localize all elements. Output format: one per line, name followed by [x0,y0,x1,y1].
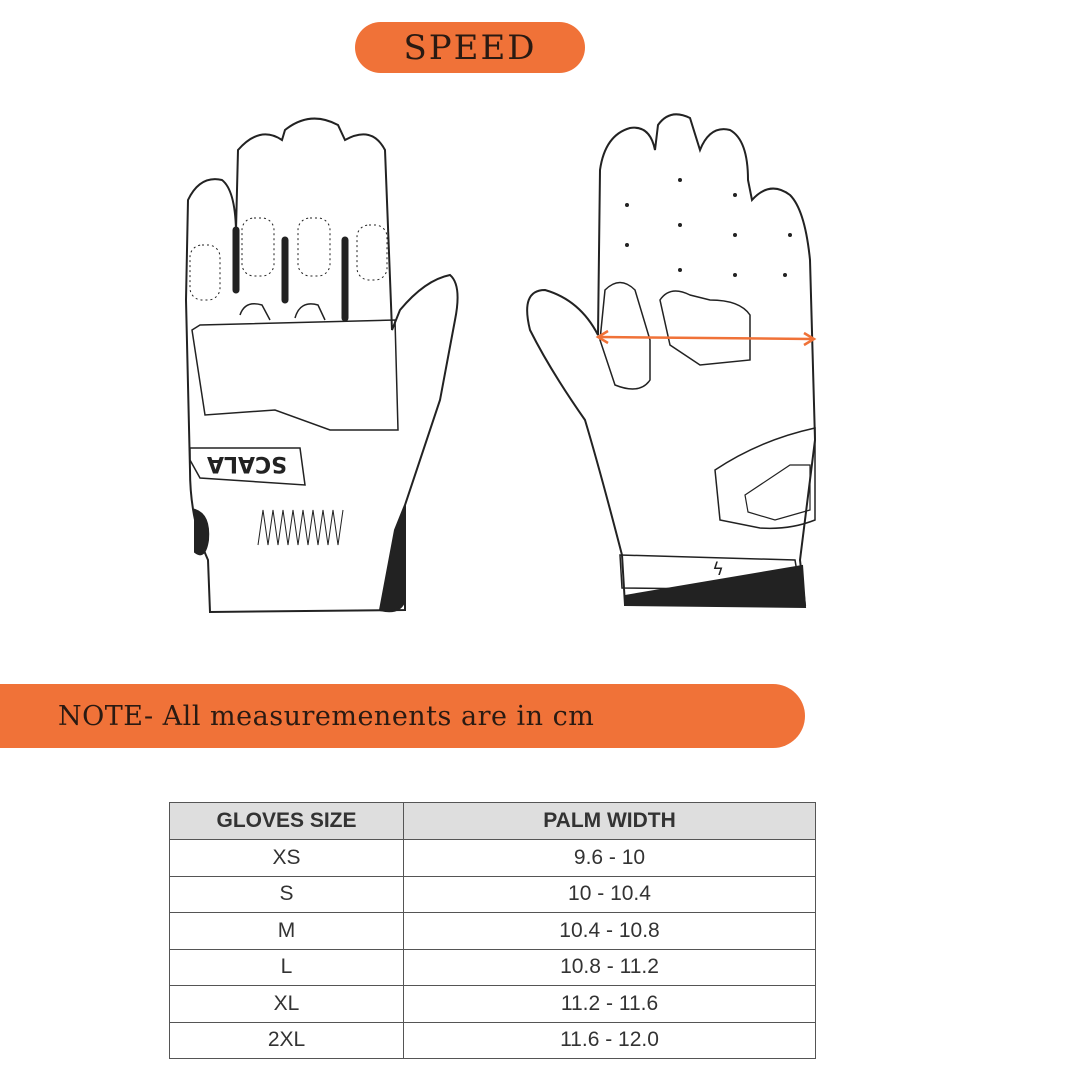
size-cell: S [169,875,404,913]
table-row: S 10 - 10.4 [169,875,816,913]
note-text: NOTE- All measuremenents are in cm [58,700,595,732]
palm-width-cell: 11.6 - 12.0 [403,1021,816,1059]
size-cell: M [169,912,404,950]
size-cell: XL [169,985,404,1023]
glove-palm-view: ϟ [526,113,817,609]
table-row: L 10.8 - 11.2 [169,948,816,986]
palm-width-cell: 10.4 - 10.8 [403,912,816,950]
palm-width-cell: 9.6 - 10 [403,839,816,877]
palm-width-cell: 10.8 - 11.2 [403,948,816,986]
size-cell: L [169,948,404,986]
palm-width-cell: 11.2 - 11.6 [403,985,816,1023]
column-header: GLOVES SIZE [169,802,404,840]
size-table: GLOVES SIZE PALM WIDTH XS 9.6 - 10 S 10 - … [169,802,816,1059]
note-banner: NOTE- All measuremenents are in cm [0,684,805,748]
glove-back-view: SCALA [184,117,459,614]
table-row: XS 9.6 - 10 [169,839,816,877]
title-badge: SPEED [355,22,585,73]
size-cell: XS [169,839,404,877]
column-header: PALM WIDTH [403,802,816,840]
size-cell: 2XL [169,1021,404,1059]
table-row: XL 11.2 - 11.6 [169,985,816,1023]
table-header-row: GLOVES SIZE PALM WIDTH [169,802,816,840]
palm-width-cell: 10 - 10.4 [403,875,816,913]
glove-illustration: SCALA ϟ [184,113,817,614]
title: SPEED [403,27,537,68]
table-row: 2XL 11.6 - 12.0 [169,1021,816,1059]
table-row: M 10.4 - 10.8 [169,912,816,950]
scala-logo: SCALA [207,451,287,476]
palm-width-arrow [599,335,813,341]
brand-mark-icon: ϟ [712,559,724,580]
